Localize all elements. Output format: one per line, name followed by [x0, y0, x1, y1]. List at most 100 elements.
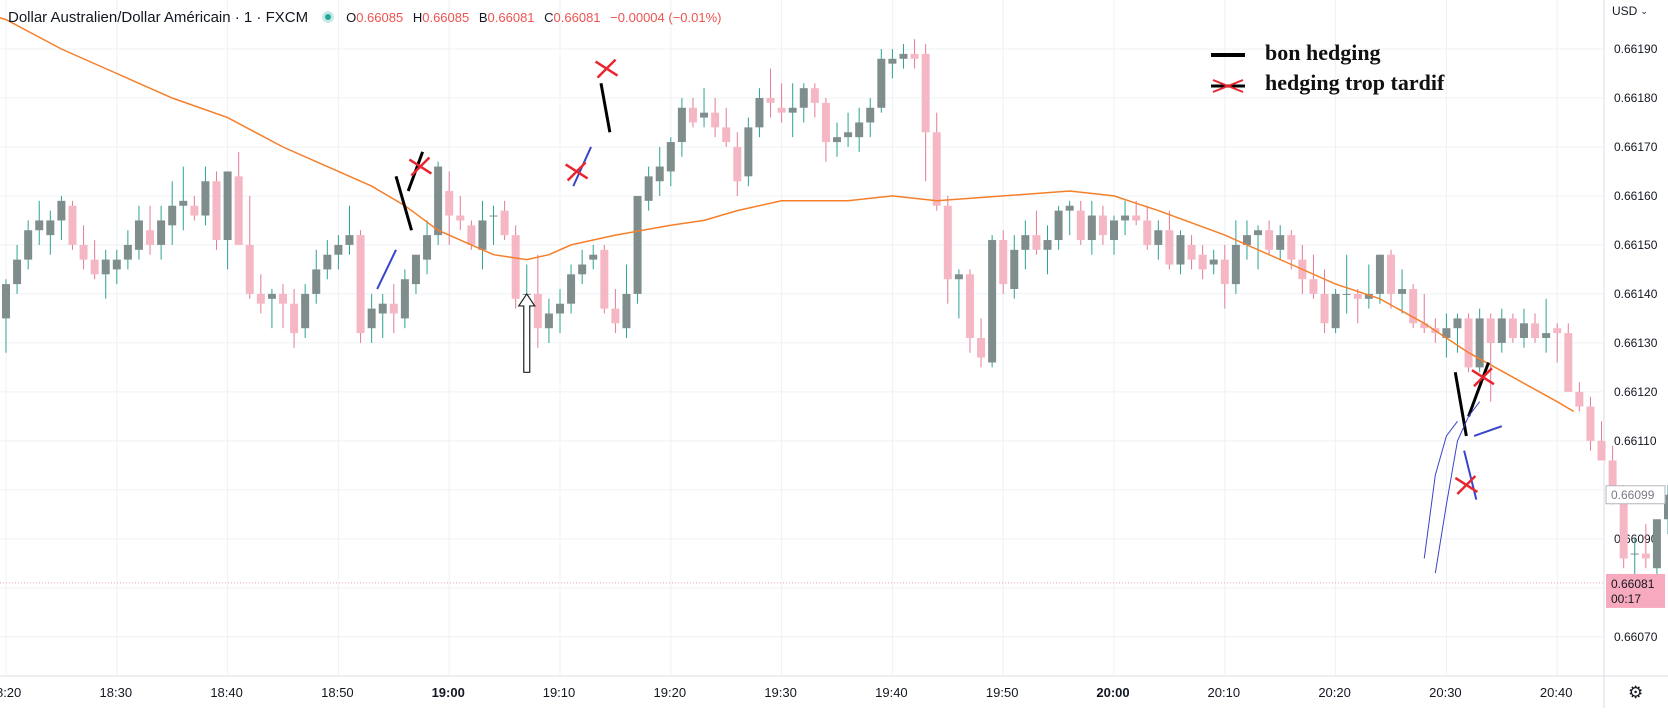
market-status-dot [322, 11, 335, 23]
candle-body [711, 112, 720, 128]
candle-body [489, 215, 498, 217]
candle-body [977, 338, 986, 358]
currency-selector[interactable]: USD ⌄ [1612, 4, 1648, 18]
candle-body [1254, 230, 1263, 236]
change-value: −0.00004 (−0.01%) [610, 9, 722, 25]
candle-body [1132, 215, 1141, 221]
candle-body [434, 166, 443, 236]
chevron-down-icon: ⌄ [1640, 5, 1648, 16]
legend-late-hedge-x [1212, 79, 1244, 93]
candle-body [999, 240, 1008, 285]
candle-body [389, 303, 398, 314]
candle-body [744, 127, 753, 177]
candle-body [1342, 293, 1351, 295]
candle-body [1065, 205, 1074, 211]
candle-body [578, 264, 587, 275]
good-hedge-line [1467, 361, 1490, 417]
candle-body [13, 259, 22, 285]
candle-body [1121, 215, 1130, 221]
candle-body [866, 107, 875, 123]
candle-body [1054, 210, 1063, 241]
price-tick-label: 0.66070 [1614, 630, 1658, 644]
candle-body [700, 112, 709, 118]
candle-body [234, 176, 243, 245]
candle-body [788, 107, 797, 113]
price-tick-label: 0.66130 [1614, 336, 1658, 350]
candle-body [688, 107, 697, 123]
candle-body [57, 200, 66, 221]
candle-body [666, 142, 675, 172]
candle-body [279, 293, 287, 304]
x-marker-icon [410, 156, 431, 177]
candle-body [267, 293, 276, 299]
candle-body [157, 220, 166, 245]
x-marker-icon [596, 58, 617, 79]
candle-body [101, 259, 110, 275]
candle-body [511, 235, 520, 299]
candle-body [1165, 230, 1174, 265]
candle-body [356, 235, 365, 334]
candle-body [1453, 318, 1462, 329]
candle-body [544, 313, 553, 329]
candle-body [1597, 440, 1606, 461]
ohlc-values: O0.66085 H0.66085 B0.66081 C0.66081 −0.0… [346, 9, 722, 25]
candle-body [46, 220, 55, 236]
price-tick-label: 0.66120 [1614, 385, 1658, 399]
gear-icon[interactable]: ⚙ [1628, 683, 1644, 702]
time-tick-label: 20:40 [1540, 685, 1573, 700]
candle-body [1287, 235, 1296, 260]
candle-body [1475, 318, 1484, 368]
close-value: 0.66081 [553, 9, 601, 25]
candle-body [367, 308, 376, 329]
time-tick-label: 18:50 [321, 685, 354, 700]
candle-body [1110, 220, 1118, 241]
candle-body [932, 132, 941, 206]
candle-body [1664, 494, 1668, 520]
candle-body [400, 279, 409, 319]
time-tick-label: 19:40 [875, 685, 908, 700]
candle-body [965, 274, 974, 338]
candle-body [35, 220, 44, 231]
candle-body [1420, 323, 1429, 329]
candle-body [411, 254, 420, 285]
candle-body [777, 107, 786, 113]
candle-body [478, 220, 487, 250]
candle-body [378, 303, 387, 314]
candle-body [600, 249, 609, 309]
candle-body [766, 97, 775, 103]
candle-body [1531, 323, 1540, 338]
time-tick-label: 19:30 [764, 685, 797, 700]
candle-body [179, 200, 188, 206]
candle-body [633, 195, 642, 294]
price-tick-label: 0.66140 [1614, 287, 1658, 301]
candle-body [655, 166, 664, 182]
candle-body [1087, 215, 1096, 241]
time-tick-label: 20:00 [1096, 685, 1129, 700]
price-tick-label: 0.66190 [1614, 42, 1658, 56]
candle-body [1375, 254, 1384, 294]
time-tick-label: 20:20 [1318, 685, 1351, 700]
price-tick-label: 0.66150 [1614, 238, 1658, 252]
candle-body [1242, 235, 1251, 245]
candle-body [190, 205, 199, 216]
candle-body [733, 146, 742, 182]
candle-body [533, 293, 542, 329]
candle-body [212, 181, 221, 241]
candle-body [1519, 323, 1528, 338]
candle-body [1176, 235, 1185, 265]
candle-body [1265, 230, 1274, 250]
candle-body [1076, 210, 1085, 241]
candle-body [1198, 254, 1207, 270]
candle-body [1010, 249, 1019, 290]
candle-body [1143, 220, 1152, 245]
candle-body [799, 88, 808, 108]
symbol-title[interactable]: Dollar Australien/Dollar Américain · 1 ·… [8, 8, 309, 26]
countdown-label: 00:17 [1611, 592, 1641, 606]
prev-close-tag [1605, 485, 1666, 505]
candle-body [899, 53, 908, 59]
candle-body [844, 132, 853, 138]
candle-body [79, 244, 88, 260]
candle-body [755, 97, 764, 128]
